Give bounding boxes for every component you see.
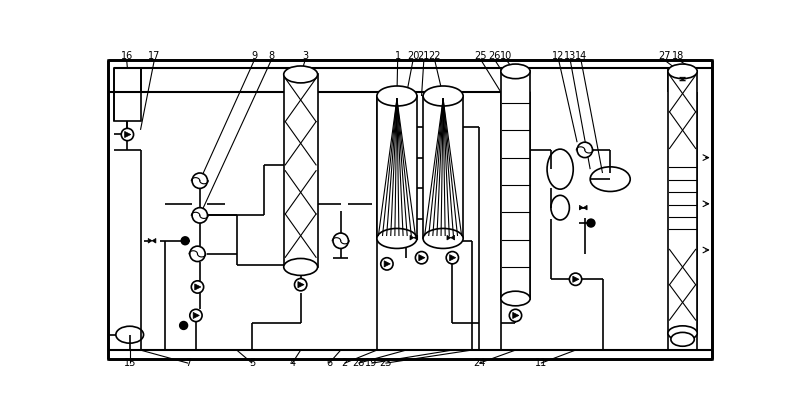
Circle shape — [333, 233, 349, 249]
Circle shape — [190, 246, 205, 261]
Polygon shape — [418, 255, 425, 261]
Polygon shape — [125, 132, 130, 138]
Text: 2: 2 — [342, 358, 348, 368]
Ellipse shape — [551, 195, 570, 220]
Bar — [114, 68, 141, 121]
Text: 15: 15 — [123, 358, 136, 368]
Text: 25: 25 — [474, 51, 487, 61]
Text: 13: 13 — [564, 51, 576, 61]
Text: 22: 22 — [428, 51, 441, 61]
Ellipse shape — [668, 64, 698, 79]
Text: 11: 11 — [534, 358, 547, 368]
Circle shape — [510, 309, 522, 322]
Bar — [284, 74, 318, 267]
Text: 8: 8 — [268, 51, 274, 61]
Text: 12: 12 — [553, 51, 565, 61]
Circle shape — [182, 237, 189, 244]
Text: 23: 23 — [379, 358, 391, 368]
Polygon shape — [450, 255, 456, 261]
Polygon shape — [410, 235, 414, 240]
Ellipse shape — [284, 66, 318, 83]
Text: 21: 21 — [418, 51, 430, 61]
Circle shape — [381, 258, 393, 270]
Text: 26: 26 — [489, 51, 501, 61]
Polygon shape — [194, 284, 201, 290]
Circle shape — [192, 173, 207, 188]
Polygon shape — [298, 281, 304, 288]
Polygon shape — [579, 205, 583, 210]
Ellipse shape — [284, 259, 318, 276]
Text: 28: 28 — [352, 358, 365, 368]
Polygon shape — [451, 235, 454, 240]
Text: 16: 16 — [121, 51, 133, 61]
Text: 19: 19 — [366, 358, 378, 368]
Text: 27: 27 — [658, 51, 670, 61]
Circle shape — [577, 142, 593, 158]
Text: 1: 1 — [394, 51, 401, 61]
Circle shape — [122, 128, 134, 141]
Circle shape — [190, 309, 202, 322]
Text: 20: 20 — [407, 51, 419, 61]
Bar — [377, 96, 417, 239]
Bar — [423, 96, 463, 239]
Ellipse shape — [671, 332, 694, 346]
Polygon shape — [679, 79, 686, 81]
Text: 3: 3 — [302, 51, 308, 61]
Text: 4: 4 — [289, 358, 295, 368]
Ellipse shape — [116, 326, 143, 343]
Text: 18: 18 — [672, 51, 684, 61]
Polygon shape — [573, 276, 579, 282]
Text: 9: 9 — [251, 51, 258, 61]
Polygon shape — [414, 235, 418, 240]
Circle shape — [587, 219, 595, 227]
Text: 17: 17 — [148, 51, 161, 61]
Ellipse shape — [423, 228, 463, 249]
Ellipse shape — [423, 86, 463, 106]
Text: 14: 14 — [575, 51, 587, 61]
Circle shape — [180, 322, 187, 330]
Polygon shape — [152, 239, 156, 243]
Circle shape — [191, 281, 204, 293]
Polygon shape — [513, 312, 519, 319]
Text: 7: 7 — [185, 358, 191, 368]
Ellipse shape — [590, 167, 630, 191]
Text: 5: 5 — [249, 358, 255, 368]
Polygon shape — [148, 239, 152, 243]
Circle shape — [570, 273, 582, 286]
Bar — [668, 71, 698, 333]
Ellipse shape — [501, 291, 530, 306]
Ellipse shape — [377, 86, 417, 106]
Polygon shape — [679, 77, 686, 79]
Bar — [501, 71, 530, 298]
Ellipse shape — [668, 326, 698, 340]
Ellipse shape — [377, 228, 417, 249]
Text: 24: 24 — [473, 358, 486, 368]
Polygon shape — [193, 312, 199, 319]
Bar — [677, 68, 688, 75]
Text: 10: 10 — [500, 51, 512, 61]
Text: 6: 6 — [326, 358, 332, 368]
Polygon shape — [384, 261, 390, 267]
Circle shape — [415, 251, 428, 264]
Ellipse shape — [547, 149, 574, 189]
Circle shape — [192, 208, 207, 223]
Circle shape — [294, 278, 307, 291]
Ellipse shape — [501, 64, 530, 79]
Polygon shape — [447, 235, 451, 240]
Polygon shape — [583, 205, 587, 210]
Circle shape — [446, 251, 458, 264]
